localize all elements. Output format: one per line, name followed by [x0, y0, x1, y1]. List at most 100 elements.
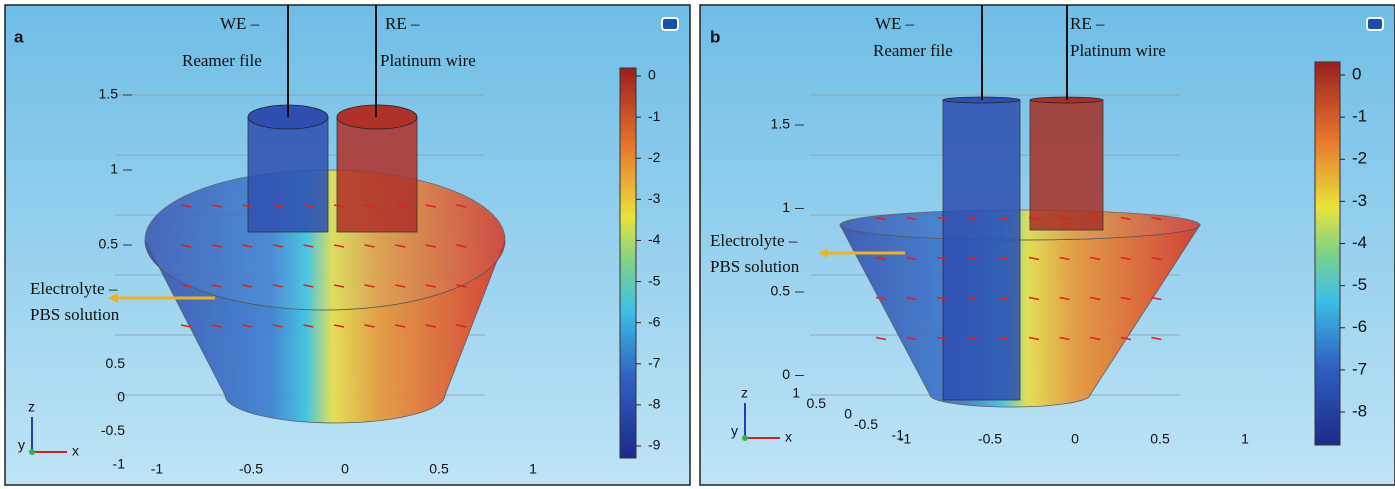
y-tick-label: 0 — [117, 389, 125, 405]
current-arrow — [395, 324, 406, 328]
re-cylinder — [336, 116, 418, 233]
electrolyte-title: Electrolyte – — [30, 279, 118, 298]
current-arrow — [998, 336, 1009, 341]
current-arrow — [395, 244, 406, 248]
current-arrow — [456, 204, 467, 208]
current-arrow — [1090, 336, 1101, 341]
current-arrow — [180, 284, 192, 288]
view-icon — [661, 17, 679, 31]
electrolyte-title: Electrolyte – — [710, 231, 798, 250]
panel: a WE – Reamer file RE – Platinum wire Electro… — [4, 4, 691, 486]
current-arrow — [1090, 216, 1101, 221]
z-tick-label: 0.5 — [771, 283, 791, 299]
electrolyte-arrowhead — [818, 248, 828, 258]
re-title: RE – — [1070, 14, 1105, 33]
current-arrow — [425, 284, 436, 288]
current-arrow — [425, 244, 436, 248]
triad-z-label: z — [741, 385, 748, 401]
z-tick-label: 1 — [110, 161, 118, 177]
current-arrow — [303, 244, 314, 248]
z-tick-label: 1.5 — [99, 86, 119, 102]
y-tick-label: -1 — [113, 456, 126, 472]
current-arrow — [272, 204, 283, 208]
we-title: WE – — [875, 14, 915, 33]
current-arrow — [967, 256, 978, 261]
x-tick-label: 1 — [1241, 431, 1249, 447]
current-arrow — [211, 324, 222, 328]
current-arrow — [1059, 296, 1070, 301]
current-arrow — [1120, 336, 1131, 341]
current-arrow — [333, 324, 345, 328]
triad-y-label: y — [731, 423, 738, 439]
current-arrow — [906, 256, 917, 261]
colorbar-tick-label: -7 — [1352, 359, 1367, 378]
current-arrow — [395, 204, 406, 208]
triad-x-label: x — [785, 429, 792, 445]
current-arrow — [967, 336, 978, 341]
y-tick-label: 0 — [844, 406, 852, 422]
z-tick-label: 1 — [782, 199, 790, 215]
we-subtitle: Reamer file — [182, 51, 262, 70]
colorbar-tick-label: -5 — [1352, 275, 1367, 294]
electrolyte-arrowhead — [108, 293, 118, 303]
current-arrow — [1028, 256, 1040, 261]
current-arrow — [425, 204, 436, 208]
electrolyte-subtitle: PBS solution — [710, 257, 800, 276]
current-arrow — [242, 284, 253, 288]
current-arrow — [456, 324, 467, 328]
x-tick-label: 0 — [1071, 431, 1079, 447]
z-tick-label: 0 — [782, 366, 790, 382]
current-arrow — [456, 284, 467, 288]
colorbar-tick-label: -5 — [648, 272, 661, 288]
current-arrow — [333, 284, 345, 288]
x-tick-label: 0 — [341, 461, 349, 477]
current-arrow — [998, 296, 1009, 301]
current-arrow — [211, 244, 222, 248]
current-arrow — [875, 296, 887, 301]
z-tick-label: 1.5 — [771, 116, 791, 132]
current-arrow — [364, 324, 375, 328]
we-title: WE – — [220, 14, 260, 33]
y-tick-label: 0.5 — [106, 355, 126, 371]
current-arrow — [1028, 296, 1040, 301]
current-arrow — [364, 204, 375, 208]
current-arrow — [211, 284, 222, 288]
current-arrow — [333, 244, 345, 248]
current-arrow — [364, 284, 375, 288]
current-arrow — [242, 324, 253, 328]
current-arrow — [272, 244, 283, 248]
current-arrow — [967, 296, 978, 301]
x-tick-label: -1 — [899, 431, 912, 447]
current-arrow — [1059, 336, 1070, 341]
current-arrow — [937, 256, 948, 261]
current-arrow — [1151, 256, 1162, 261]
colorbar — [619, 67, 637, 459]
current-arrow — [1028, 216, 1040, 221]
colorbar-tick-label: -2 — [648, 149, 661, 165]
colorbar-tick-label: -4 — [648, 231, 661, 247]
colorbar-tick-label: -9 — [648, 437, 661, 453]
current-arrow — [1151, 296, 1162, 301]
y-tick-label: -1 — [892, 427, 905, 443]
colorbar-tick-label: -7 — [648, 354, 661, 370]
current-arrow — [364, 244, 375, 248]
current-arrow — [1090, 296, 1101, 301]
current-arrow — [906, 296, 917, 301]
z-tick-label: 0.5 — [99, 236, 119, 252]
current-arrow — [456, 244, 467, 248]
current-arrow — [303, 284, 314, 288]
current-arrow — [272, 284, 283, 288]
colorbar-tick-label: 0 — [1352, 64, 1361, 83]
current-arrow — [242, 204, 253, 208]
re-subtitle: Platinum wire — [1070, 41, 1166, 60]
colorbar-tick-label: -1 — [648, 108, 661, 124]
current-arrow — [303, 204, 314, 208]
x-tick-label: 0.5 — [429, 461, 449, 477]
current-arrow — [211, 204, 222, 208]
colorbar-tick-label: -8 — [1352, 401, 1367, 420]
colorbar-tick-label: -8 — [648, 396, 661, 412]
current-arrow — [272, 324, 283, 328]
we-subtitle: Reamer file — [873, 41, 953, 60]
current-arrow — [333, 204, 345, 208]
we-cylinder — [942, 99, 1021, 401]
